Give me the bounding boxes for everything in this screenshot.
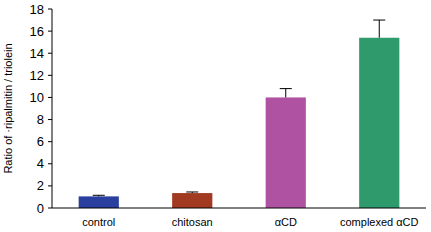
chart-container: 0 2 4 6 8 10 12 14 16 18 control chitosan αCD complex… [0, 0, 431, 232]
y-tick-label: 16 [30, 24, 44, 39]
bar [172, 193, 212, 208]
y-tick-label: 0 [37, 201, 44, 216]
x-tick-label: chitosan [172, 216, 213, 228]
error-stem [379, 20, 380, 38]
bar [266, 97, 306, 208]
bar [359, 38, 399, 208]
y-tick [48, 75, 52, 76]
y-axis-label: Ratio of ·ripalmitin / triolein [2, 43, 14, 173]
error-bar [373, 20, 385, 38]
error-stem [285, 89, 286, 98]
error-cap [280, 88, 292, 89]
y-tick [48, 9, 52, 10]
y-tick [48, 185, 52, 186]
y-tick [48, 163, 52, 164]
y-tick-label: 4 [37, 156, 44, 171]
error-bar [280, 89, 292, 98]
y-tick [48, 119, 52, 120]
y-tick-label: 14 [30, 46, 44, 61]
y-tick-label: 12 [30, 68, 44, 83]
error-cap [373, 20, 385, 21]
x-tick-label: complexed αCD [340, 216, 419, 228]
x-tick-label: control [82, 216, 115, 228]
error-cap [186, 191, 198, 192]
y-tick [48, 208, 52, 209]
error-bar [186, 192, 198, 193]
error-cap [93, 195, 105, 196]
y-tick-label: 18 [30, 2, 44, 17]
x-axis [52, 208, 426, 209]
x-tick-label: αCD [275, 216, 297, 228]
bars [79, 20, 400, 208]
y-tick-label: 10 [30, 90, 44, 105]
y-tick-label: 8 [37, 112, 44, 127]
bar [79, 196, 119, 208]
error-bar [93, 195, 105, 196]
y-tick [48, 141, 52, 142]
y-tick [48, 31, 52, 32]
chart-svg: 0 2 4 6 8 10 12 14 16 18 control chitosan αCD complex… [0, 0, 431, 232]
y-tick [48, 97, 52, 98]
y-axis [52, 9, 53, 208]
y-tick [48, 53, 52, 54]
y-tick-label: 2 [37, 178, 44, 193]
y-tick-label: 6 [37, 134, 44, 149]
